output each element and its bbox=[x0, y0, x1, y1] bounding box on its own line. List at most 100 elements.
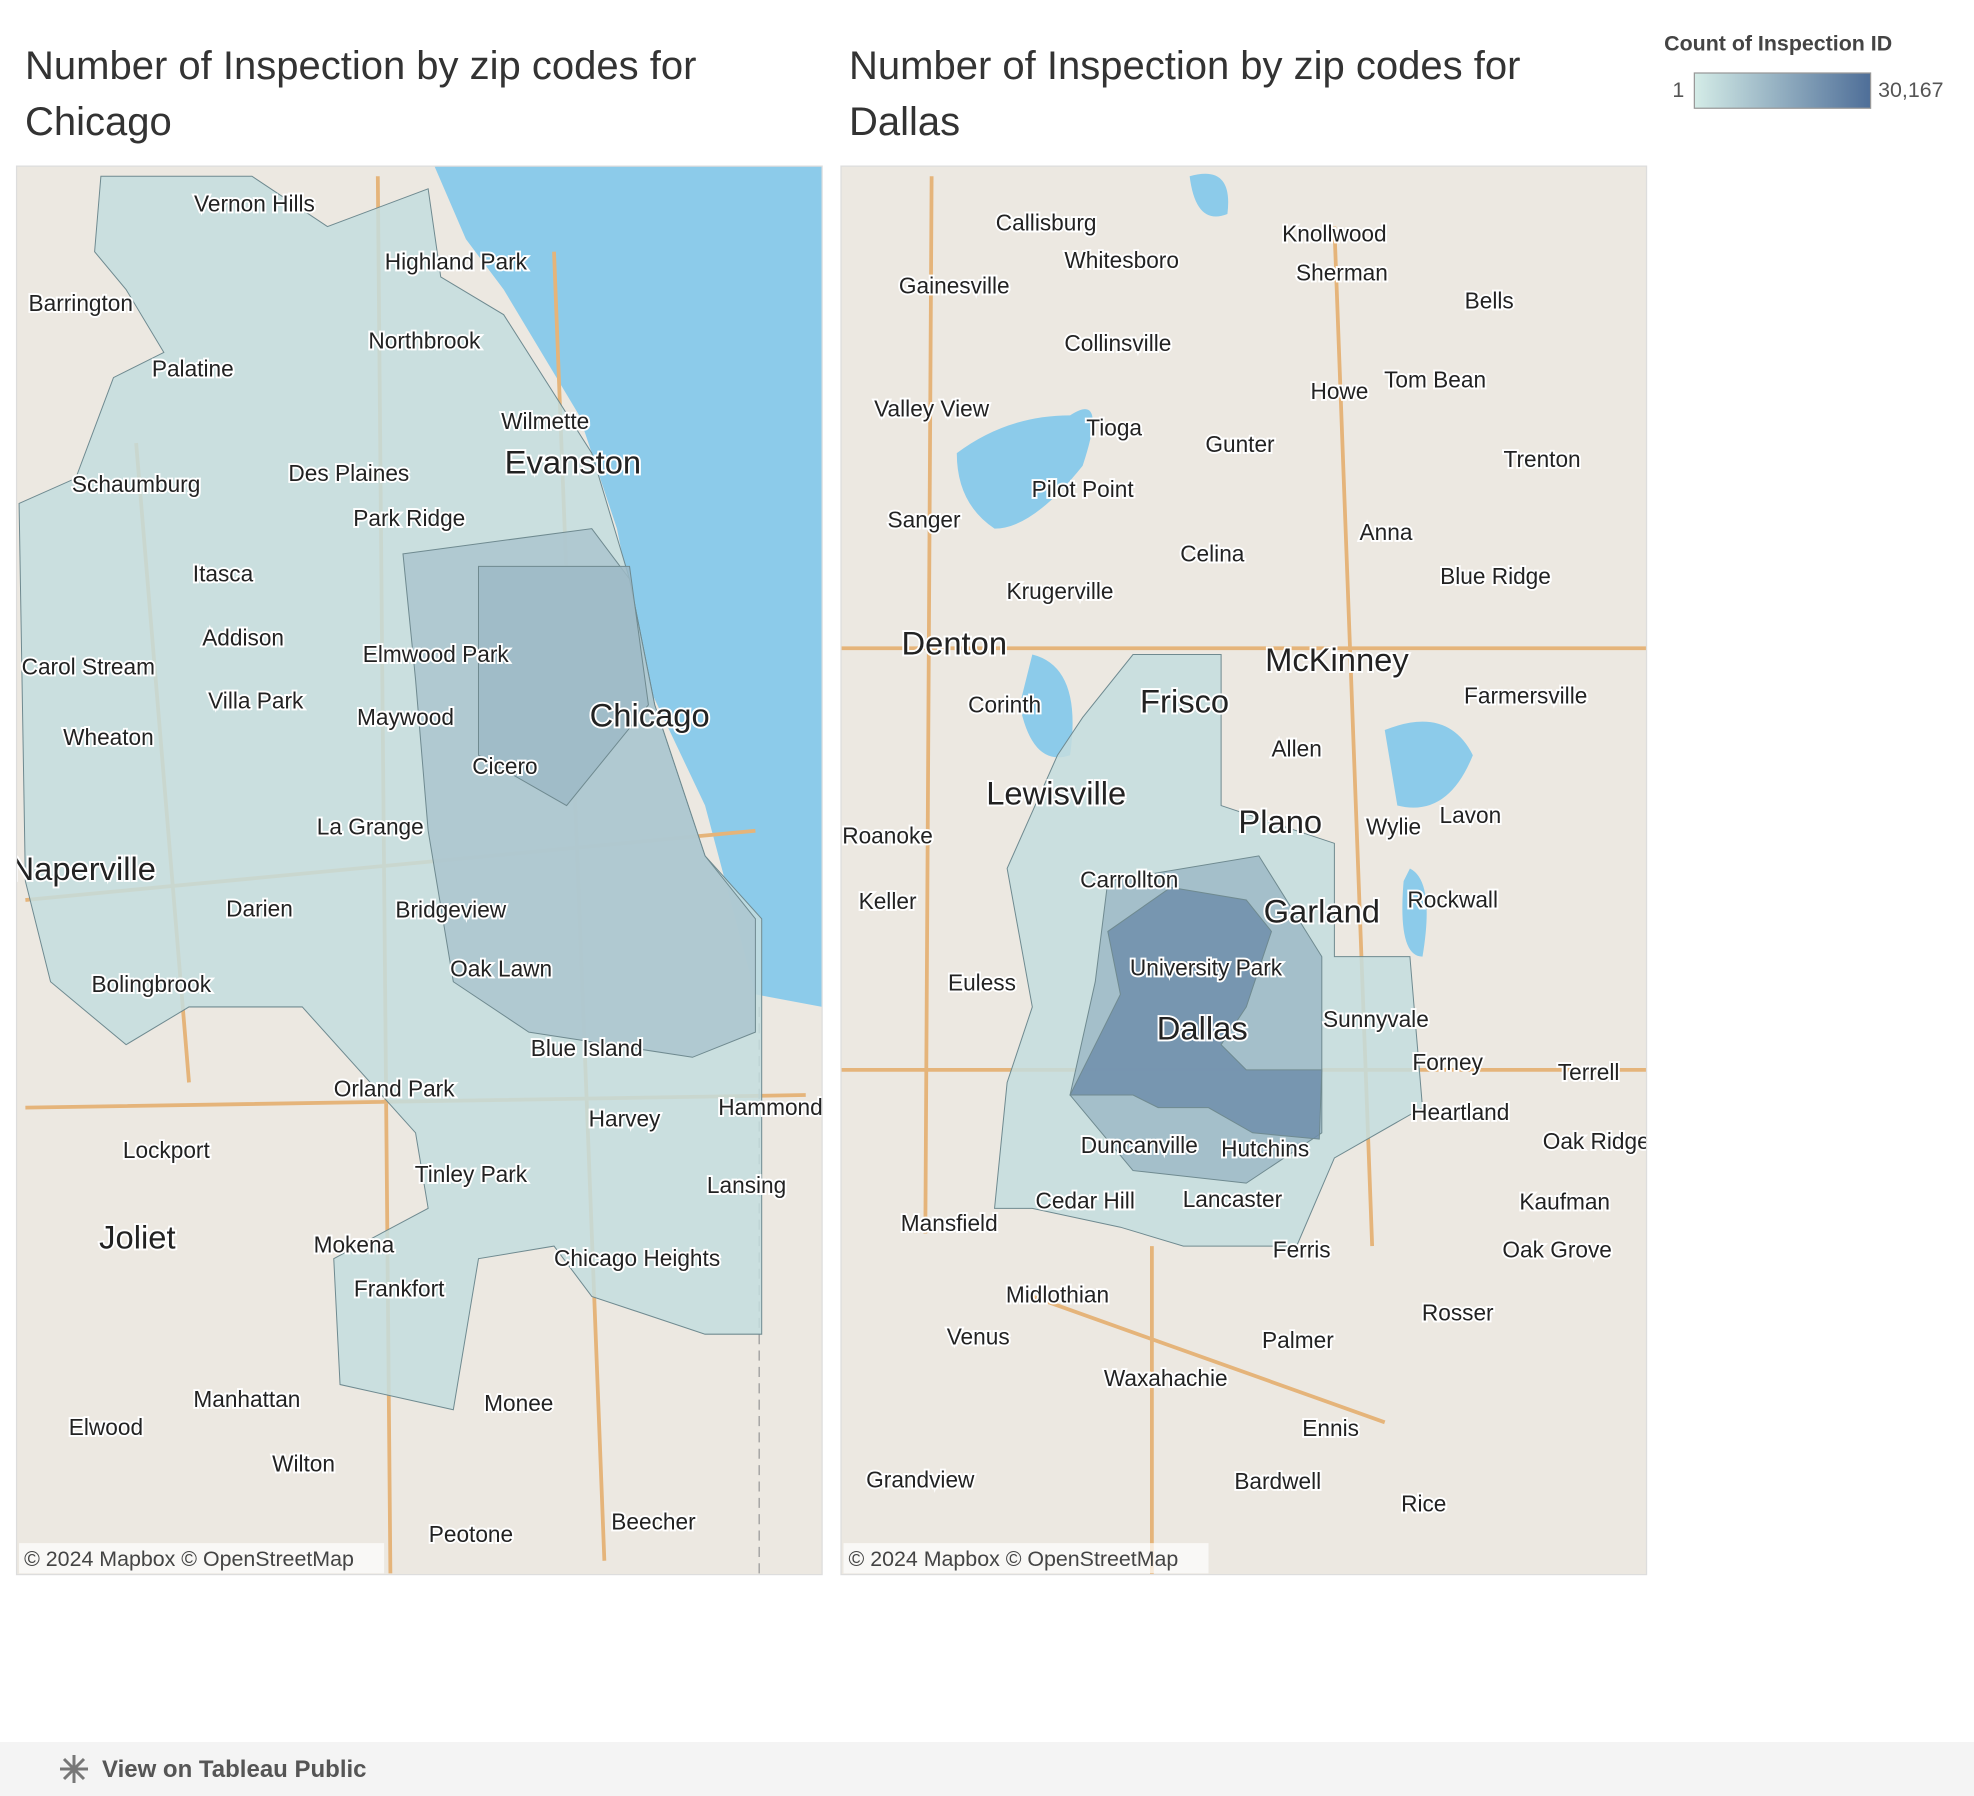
place-label: Terrell bbox=[1558, 1059, 1620, 1085]
place-label: Blue Island bbox=[531, 1035, 643, 1061]
place-label: Rockwall bbox=[1407, 887, 1498, 913]
place-label: Beecher bbox=[611, 1508, 696, 1534]
place-label: Evanston bbox=[505, 443, 641, 480]
legend-min: 1 bbox=[1672, 78, 1684, 102]
place-label: Farmersville bbox=[1464, 683, 1587, 709]
place-label: Maywood bbox=[357, 704, 454, 730]
chicago-map[interactable]: Vernon Hills Highland Park Barrington North… bbox=[11, 166, 823, 1575]
dallas-map[interactable]: Callisburg Knollwood Whitesboro Gainesville… bbox=[840, 166, 1650, 1575]
place-label: Bridgeview bbox=[395, 897, 506, 923]
place-label: Tioga bbox=[1086, 415, 1142, 441]
place-label: Highland Park bbox=[385, 248, 528, 274]
place-label: Harvey bbox=[589, 1106, 661, 1132]
map-frame bbox=[15, 165, 823, 1576]
place-label: Cedar Hill bbox=[1035, 1187, 1134, 1213]
place-label: Orland Park bbox=[334, 1075, 455, 1101]
attribution: © 2024 Mapbox © OpenStreetMap bbox=[849, 1547, 1179, 1571]
place-label: Celina bbox=[1180, 540, 1245, 566]
place-label: Midlothian bbox=[1006, 1282, 1109, 1308]
place-label: Dallas bbox=[1157, 1010, 1248, 1047]
zip-area bbox=[1069, 886, 1323, 1140]
place-label: Sherman bbox=[1296, 260, 1388, 286]
place-label: Palatine bbox=[152, 355, 234, 381]
place-label: Collinsville bbox=[1064, 330, 1171, 356]
place-label: Monee bbox=[484, 1390, 553, 1416]
attribution: © 2024 Mapbox © OpenStreetMap bbox=[24, 1547, 354, 1571]
legend-title: Count of Inspection ID bbox=[1664, 31, 1892, 55]
place-label: Gainesville bbox=[899, 272, 1010, 298]
place-label: Ferris bbox=[1273, 1236, 1331, 1262]
place-label: Carol Stream bbox=[22, 654, 155, 680]
footer-link[interactable]: View on Tableau Public bbox=[102, 1756, 367, 1783]
place-label: La Grange bbox=[317, 813, 424, 839]
place-label: Lavon bbox=[1439, 802, 1501, 828]
place-label: Joliet bbox=[99, 1219, 175, 1256]
place-label: Oak Ridge bbox=[1543, 1128, 1650, 1154]
place-label: Des Plaines bbox=[288, 460, 409, 486]
place-label: Heartland bbox=[1411, 1099, 1509, 1125]
attribution-bg bbox=[843, 1543, 1209, 1574]
place-label: Oak Grove bbox=[1502, 1236, 1611, 1262]
place-label: Rosser bbox=[1422, 1299, 1494, 1325]
place-label: Wylie bbox=[1366, 813, 1421, 839]
place-label: Chicago bbox=[590, 696, 710, 733]
place-label: Roanoke bbox=[842, 822, 933, 848]
place-label: Itasca bbox=[193, 561, 254, 587]
place-label: Elwood bbox=[69, 1414, 143, 1440]
place-label: Cicero bbox=[472, 753, 537, 779]
place-label: Naperville bbox=[11, 850, 156, 887]
place-label: McKinney bbox=[1265, 641, 1409, 678]
place-label: Keller bbox=[859, 888, 917, 914]
place-label: Blue Ridge bbox=[1440, 563, 1551, 589]
place-label: Allen bbox=[1271, 735, 1321, 761]
attribution-bg bbox=[19, 1543, 385, 1574]
legend-gradient bbox=[1693, 72, 1872, 109]
place-label: Bells bbox=[1465, 287, 1514, 313]
zip-area bbox=[477, 565, 649, 807]
place-label: Krugerville bbox=[1007, 578, 1114, 604]
place-label: Sunnyvale bbox=[1323, 1006, 1429, 1032]
place-label: Kaufman bbox=[1519, 1189, 1610, 1215]
place-label: Lancaster bbox=[1183, 1186, 1283, 1212]
zip-area bbox=[18, 175, 763, 1411]
place-label: Venus bbox=[947, 1323, 1010, 1349]
place-label: Darien bbox=[226, 895, 293, 921]
place-label: Carrollton bbox=[1080, 866, 1178, 892]
place-label: Forney bbox=[1412, 1049, 1483, 1075]
place-label: Vernon Hills bbox=[194, 190, 315, 216]
place-label: Peotone bbox=[429, 1521, 513, 1547]
place-label: Anna bbox=[1360, 519, 1413, 545]
place-label: Valley View bbox=[874, 396, 990, 422]
place-label: Lockport bbox=[123, 1137, 211, 1163]
place-label: University Park bbox=[1130, 954, 1283, 980]
place-label: Frankfort bbox=[354, 1275, 445, 1301]
place-label: Elmwood Park bbox=[363, 641, 510, 667]
map-canvas: Vernon Hills Highland Park Barrington North… bbox=[11, 31, 1944, 1576]
place-label: Howe bbox=[1310, 378, 1368, 404]
legend-max: 30,167 bbox=[1878, 78, 1943, 102]
place-label: Frisco bbox=[1140, 682, 1229, 719]
map-title: Number of Inspection by zip codes for Da… bbox=[849, 44, 1521, 144]
place-label: Knollwood bbox=[1282, 221, 1386, 247]
tableau-icon bbox=[60, 1755, 88, 1783]
place-label: Wheaton bbox=[63, 724, 154, 750]
place-label: Trenton bbox=[1503, 446, 1580, 472]
place-label: Mansfield bbox=[901, 1210, 998, 1236]
place-label: Schaumburg bbox=[72, 471, 200, 497]
place-label: Waxahachie bbox=[1104, 1365, 1228, 1391]
place-label: Bardwell bbox=[1234, 1468, 1321, 1494]
place-label: Euless bbox=[948, 970, 1016, 996]
place-label: Duncanville bbox=[1081, 1132, 1198, 1158]
place-label: Corinth bbox=[968, 691, 1041, 717]
place-label: Rice bbox=[1401, 1491, 1446, 1517]
place-label: Park Ridge bbox=[353, 505, 465, 531]
place-label: Villa Park bbox=[208, 688, 304, 714]
place-label: Chicago Heights bbox=[554, 1245, 720, 1271]
place-label: Sanger bbox=[888, 506, 961, 532]
place-label: Bolingbrook bbox=[91, 971, 211, 997]
place-label: Addison bbox=[202, 625, 284, 651]
place-label: Tinley Park bbox=[415, 1161, 528, 1187]
place-label: Manhattan bbox=[193, 1386, 300, 1412]
place-label: Oak Lawn bbox=[450, 956, 552, 982]
